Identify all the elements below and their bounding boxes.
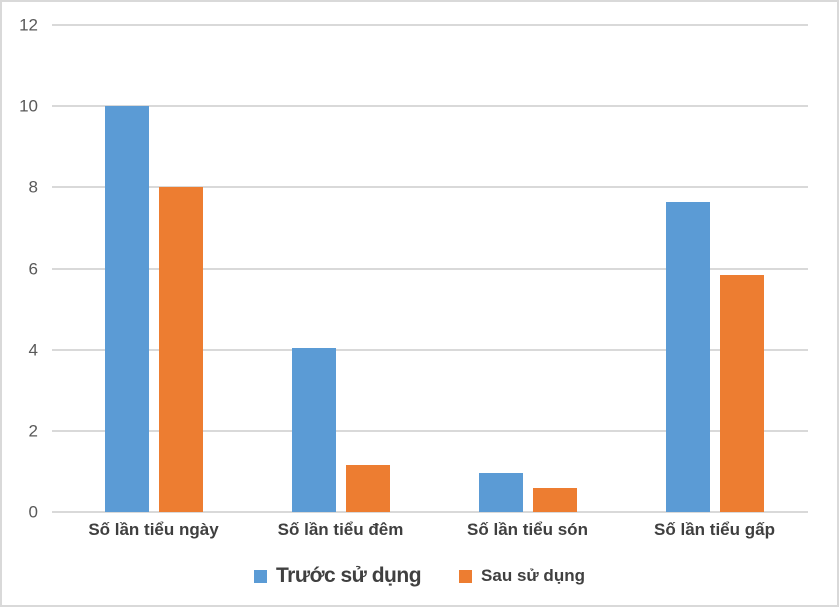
x-category-label-1: Số lần tiểu ngày: [88, 520, 219, 539]
bar-groups: [60, 25, 808, 512]
bar-after-cat2: [345, 465, 390, 512]
y-tick-label-0: 0: [28, 502, 38, 522]
gridline-12: [52, 24, 808, 26]
legend-label-1: Trước sử dụng: [276, 564, 422, 587]
legend: Trước sử dụng Sau sử dụng: [2, 558, 837, 594]
gridline-2: [52, 429, 808, 432]
bar-before-cat3: [478, 473, 523, 512]
bar-group-1: [60, 25, 247, 512]
legend-swatch-icon: [254, 569, 268, 583]
y-tick-label-2: 2: [28, 421, 38, 441]
bar-group-2: [247, 25, 434, 512]
legend-item-1: Trước sử dụng: [254, 564, 422, 588]
legend-swatch-icon: [459, 569, 473, 583]
y-tick-label-12: 12: [19, 15, 38, 35]
legend-item-2: Sau sử dụng: [459, 566, 585, 586]
bar-before-cat1: [104, 106, 149, 512]
gridline-10: [52, 105, 808, 108]
legend-label-2: Sau sử dụng: [481, 566, 585, 585]
bar-group-3: [434, 25, 621, 512]
x-category-label-3: Số lần tiểu són: [467, 520, 588, 539]
x-axis-labels: Số lần tiểu ngày Số lần tiểu đêm Số lần ti…: [60, 520, 808, 540]
y-tick-label-10: 10: [19, 96, 38, 116]
bar-group-4: [621, 25, 808, 512]
gridline-0: [52, 511, 808, 513]
gridline-6: [52, 267, 808, 270]
bar-after-cat1: [158, 187, 203, 512]
gridline-4: [52, 348, 808, 351]
x-category-label-4: Số lần tiểu gấp: [654, 520, 775, 539]
plot-area: [52, 24, 808, 513]
y-tick-label-8: 8: [28, 177, 38, 197]
gridline-8: [52, 186, 808, 189]
y-tick-label-6: 6: [28, 259, 38, 278]
y-axis-labels: 0 2 4 6 8 10 12: [2, 17, 42, 521]
bar-before-cat4: [665, 201, 710, 512]
y-tick-label-4: 4: [28, 340, 38, 360]
bar-before-cat2: [291, 347, 336, 512]
bar-after-cat4: [719, 274, 764, 512]
x-category-label-2: Số lần tiểu đêm: [277, 520, 404, 539]
bar-after-cat3: [532, 487, 577, 512]
